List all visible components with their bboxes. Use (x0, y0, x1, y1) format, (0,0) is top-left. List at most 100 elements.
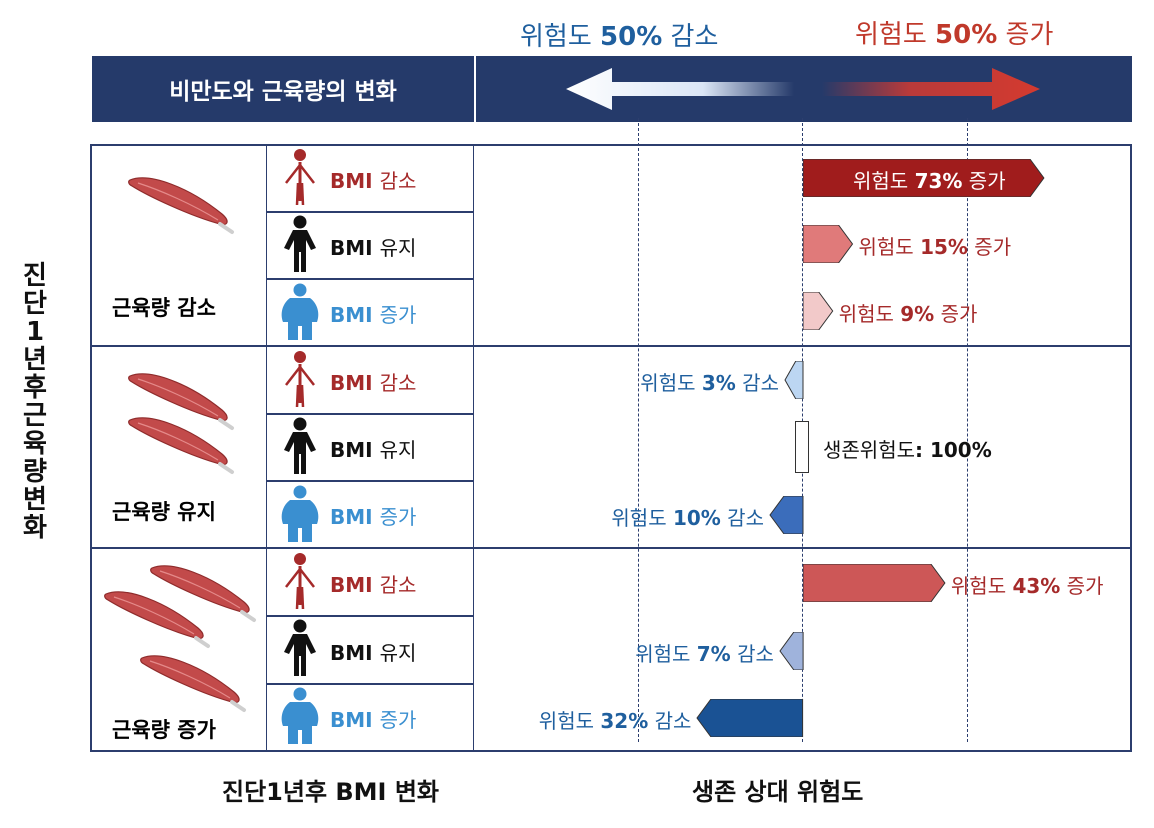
reference-label: 생존위험도: 100% (823, 434, 992, 463)
bmi-word: 증가 (379, 505, 417, 529)
risk-bar-shape (803, 564, 946, 602)
y-axis-title: 진 단 1 년 후 근 육 량 변 화 (20, 262, 50, 542)
bmi-column (266, 144, 474, 752)
heavy-person-icon (281, 283, 319, 340)
bmi-word: 감소 (379, 371, 417, 395)
direction-arrows (566, 68, 1040, 110)
risk-label-prefix: 위험도 (538, 709, 601, 733)
thin-person-icon (284, 147, 316, 207)
bmi-label: BMI 감소 (330, 569, 416, 598)
bmi-label: BMI 증가 (330, 704, 416, 733)
risk-bar (779, 632, 804, 670)
group-divider-1 (90, 345, 1132, 347)
bmi-word: 유지 (379, 438, 417, 462)
y-axis-char: 단 (23, 289, 47, 319)
risk-bar-shape (696, 699, 804, 737)
y-axis-char: 년 (23, 345, 47, 375)
reference-bar (795, 421, 809, 473)
group-divider-2 (90, 547, 1132, 549)
bmi-prefix: BMI (330, 236, 380, 260)
y-axis-char: 진 (23, 261, 47, 291)
normal-person-icon (284, 417, 316, 474)
bmi-label: BMI 감소 (330, 367, 416, 396)
risk-label-prefix: 위험도 (950, 574, 1013, 598)
reference-line-minus-50 (638, 118, 639, 742)
y-axis-char: 육 (23, 429, 47, 459)
muscle-icon (102, 589, 210, 648)
header-decrease-suffix: 감소 (662, 22, 719, 52)
bmi-prefix: BMI (330, 303, 380, 327)
bmi-label: BMI 증가 (330, 299, 416, 328)
bmi-word: 감소 (379, 169, 417, 193)
muscle-label-maintain: 근육량 유지 (112, 500, 216, 524)
risk-bar-shape (779, 632, 804, 670)
risk-label-value: 10% (672, 506, 721, 530)
risk-axis-title: 생존 상대 위험도 (692, 778, 864, 806)
row-divider (266, 211, 474, 213)
thin-person-icon (284, 349, 316, 409)
heavy-person-icon (281, 687, 319, 744)
header-increase-suffix: 증가 (997, 20, 1054, 50)
risk-bar-label: 위험도 73% 증가 (853, 165, 1006, 194)
risk-label-direction: 감소 (730, 642, 774, 666)
bmi-label: BMI 유지 (330, 232, 416, 261)
bmi-word: 증가 (379, 303, 417, 327)
risk-label-prefix: 위험도 (611, 506, 673, 530)
table-frame (90, 144, 1132, 752)
bmi-word: 유지 (379, 641, 417, 665)
risk-label-prefix: 위험도 (858, 235, 921, 259)
muscle-icon (138, 653, 246, 712)
risk-bar-shape (769, 496, 804, 534)
bmi-prefix: BMI (330, 371, 380, 395)
risk-bar-shape (803, 159, 1045, 197)
risk-label-prefix: 위험도 (635, 642, 697, 666)
reference-label-prefix: 생존위험도 (823, 438, 915, 462)
risk-label-direction: 증가 (967, 235, 1012, 259)
risk-label-direction: 감소 (720, 506, 764, 530)
risk-label-prefix: 위험도 (853, 169, 915, 193)
heavy-person-icon (281, 485, 319, 542)
bmi-word: 유지 (379, 236, 417, 260)
thin-person-icon (284, 551, 316, 611)
risk-bar (803, 225, 854, 263)
risk-bar-shape (784, 361, 804, 399)
normal-person-icon (284, 619, 316, 676)
band-divider (474, 56, 476, 122)
risk-label-value: 73% (914, 169, 963, 193)
row-divider (266, 480, 474, 482)
risk-bar-label: 위험도 10% 감소 (611, 502, 764, 531)
row-divider (266, 683, 474, 685)
risk-label-value: 15% (920, 235, 968, 259)
bmi-prefix: BMI (330, 573, 380, 597)
header-decrease-num: 50% (600, 22, 663, 52)
bmi-label: BMI 유지 (330, 637, 416, 666)
reference-line-plus-50 (967, 118, 968, 742)
row-divider (266, 413, 474, 415)
risk-label-direction: 감소 (648, 709, 692, 733)
bmi-word: 감소 (379, 573, 417, 597)
risk-decrease-header: 위험도 50% 감소 (520, 16, 718, 53)
risk-bar-label: 위험도 15% 증가 (859, 231, 1012, 260)
risk-bar (784, 361, 804, 399)
bmi-label: BMI 유지 (330, 434, 416, 463)
muscle-label-decrease: 근육량 감소 (112, 296, 216, 320)
reference-label-value: : 100% (915, 438, 992, 462)
risk-label-value: 3% (701, 371, 736, 395)
bmi-prefix: BMI (330, 169, 380, 193)
risk-label-value: 32% (600, 709, 649, 733)
header-increase-prefix: 위험도 (855, 20, 936, 50)
muscle-label-increase: 근육량 증가 (112, 718, 216, 742)
risk-bar (769, 496, 804, 534)
bmi-label: BMI 감소 (330, 165, 416, 194)
bmi-word: 증가 (379, 708, 417, 732)
y-axis-char: 근 (23, 401, 47, 431)
y-axis-char: 변 (23, 485, 47, 515)
bmi-prefix: BMI (330, 438, 380, 462)
bmi-prefix: BMI (330, 641, 380, 665)
risk-bar (803, 564, 946, 602)
risk-label-value: 9% (900, 302, 935, 326)
risk-label-value: 43% (1012, 574, 1061, 598)
bmi-prefix: BMI (330, 505, 380, 529)
risk-bar-label: 위험도 3% 감소 (640, 367, 779, 396)
risk-bar-label: 위험도 9% 증가 (839, 298, 978, 327)
